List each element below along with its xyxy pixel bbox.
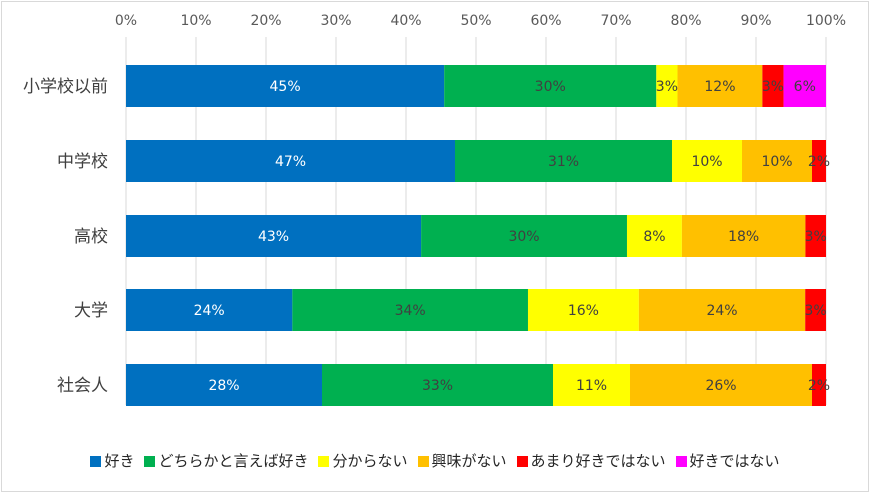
x-tick-label: 40%: [390, 13, 421, 29]
x-tick-label: 90%: [740, 13, 771, 29]
category-label: 社会人: [57, 376, 108, 396]
legend-swatch: [417, 456, 429, 467]
data-label: 2%: [808, 154, 830, 170]
bar-segment: [812, 364, 826, 406]
bar-segment: [630, 364, 812, 406]
bar-segment: [805, 215, 826, 257]
bar-segment: [527, 289, 639, 331]
bar-segment: [812, 140, 826, 182]
bar-segment: [626, 215, 682, 257]
data-label: 6%: [794, 79, 816, 95]
bar-segment: [672, 140, 742, 182]
category-label: 大学: [74, 301, 108, 321]
legend-item: 興味がない: [417, 450, 507, 471]
data-label: 10%: [691, 154, 722, 170]
bar-segment: [656, 65, 678, 107]
legend-swatch: [318, 456, 330, 467]
legend-label: 分からない: [332, 452, 408, 470]
data-label: 3%: [805, 229, 827, 245]
data-label: 45%: [270, 79, 301, 95]
data-label: 16%: [568, 303, 599, 319]
bar-segment: [126, 364, 322, 406]
legend-item: どちらかと言えば好き: [144, 450, 308, 471]
bars: [126, 65, 826, 406]
legend: 好き どちらかと言えば好き 分からない 興味がない あまり好きではない 好きではない: [0, 450, 870, 471]
bar-segment: [742, 140, 812, 182]
legend-label: どちらかと言えば好き: [158, 452, 309, 470]
data-label: 31%: [548, 154, 579, 170]
x-tick-label: 70%: [600, 13, 631, 29]
data-label: 8%: [643, 229, 665, 245]
data-label: 3%: [762, 79, 784, 95]
bar-segment: [322, 364, 553, 406]
category-label: 中学校: [57, 152, 108, 172]
x-tick-label: 80%: [670, 13, 701, 29]
x-tick-label: 30%: [320, 13, 351, 29]
legend-swatch: [144, 456, 156, 467]
x-tick-label: 50%: [460, 13, 491, 29]
category-label: 小学校以前: [23, 77, 108, 97]
data-label: 11%: [576, 378, 607, 394]
data-label: 3%: [804, 303, 826, 319]
data-label: 2%: [808, 378, 830, 394]
data-label: 24%: [706, 303, 737, 319]
x-tick-label: 20%: [250, 13, 281, 29]
data-label: 34%: [395, 303, 426, 319]
bar-segment: [421, 215, 627, 257]
bar-segment: [126, 140, 455, 182]
data-label: 43%: [258, 229, 289, 245]
x-tick-label: 60%: [530, 13, 561, 29]
data-label: 10%: [761, 154, 792, 170]
bar-segment: [444, 65, 657, 107]
x-axis-ticks: 0% 10% 20% 30% 40% 50% 60% 70% 80% 90% 100%: [115, 13, 846, 29]
data-labels: 45% 30% 3% 12% 3% 6% 47% 31% 10% 10% 2% 43% 30% 8% 18%…: [194, 79, 831, 394]
bar-segment: [553, 364, 630, 406]
x-tick-label: 100%: [806, 13, 846, 29]
legend-item: あまり好きではない: [516, 450, 666, 471]
bar-segment: [783, 65, 826, 107]
data-label: 18%: [728, 229, 759, 245]
x-tick-label: 0%: [115, 13, 137, 29]
legend-label: あまり好きではない: [530, 452, 666, 470]
bar-segment: [677, 65, 763, 107]
data-label: 30%: [535, 79, 566, 95]
data-label: 33%: [422, 378, 453, 394]
data-label: 30%: [508, 229, 539, 245]
data-label: 3%: [656, 79, 678, 95]
bar-segment: [126, 215, 422, 257]
legend-swatch: [675, 456, 687, 467]
data-label: 26%: [705, 378, 736, 394]
bar-segment: [762, 65, 784, 107]
data-label: 47%: [275, 154, 306, 170]
legend-swatch: [90, 456, 102, 467]
legend-item: 好き: [90, 450, 134, 471]
bar-segment: [126, 65, 445, 107]
category-label: 高校: [74, 227, 108, 247]
legend-label: 好きではない: [689, 452, 780, 470]
legend-swatch: [516, 456, 528, 467]
bar-segment: [292, 289, 528, 331]
legend-label: 興味がない: [431, 452, 507, 470]
bar-segment: [638, 289, 806, 331]
bar-segment: [126, 289, 293, 331]
legend-item: 好きではない: [675, 450, 780, 471]
data-label: 28%: [208, 378, 239, 394]
bar-segment: [681, 215, 806, 257]
bar-segment: [455, 140, 672, 182]
legend-label: 好き: [104, 452, 135, 470]
legend-item: 分からない: [318, 450, 408, 471]
data-label: 24%: [194, 303, 225, 319]
x-tick-label: 10%: [180, 13, 211, 29]
bar-segment: [805, 289, 826, 331]
data-label: 12%: [704, 79, 735, 95]
